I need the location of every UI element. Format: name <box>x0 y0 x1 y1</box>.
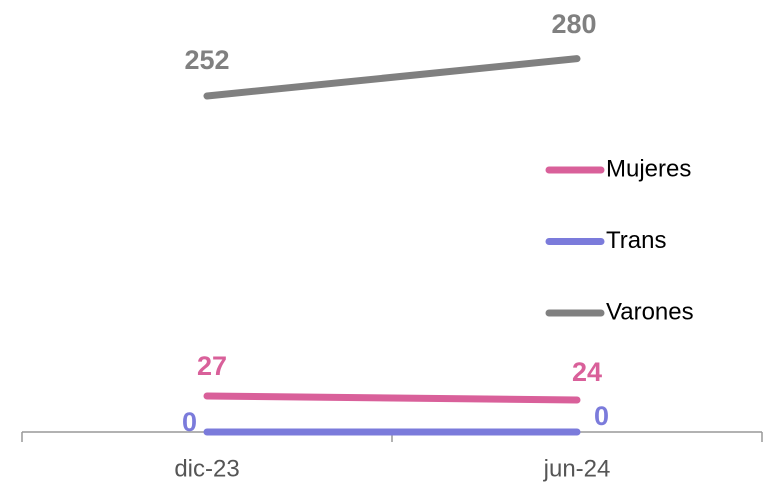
data-label: 24 <box>572 357 602 387</box>
series-line <box>203 392 581 404</box>
series-line <box>203 55 581 100</box>
data-label: 280 <box>551 9 596 39</box>
data-label: 0 <box>594 401 609 431</box>
legend-label: Mujeres <box>606 155 691 182</box>
x-tick-label: dic-23 <box>174 455 239 482</box>
data-label: 252 <box>184 45 229 75</box>
legend-label: Varones <box>606 298 694 325</box>
data-label: 0 <box>182 407 197 437</box>
data-label: 27 <box>197 351 227 381</box>
legend-label: Trans <box>606 227 666 254</box>
x-tick-label: jun-24 <box>543 455 611 482</box>
